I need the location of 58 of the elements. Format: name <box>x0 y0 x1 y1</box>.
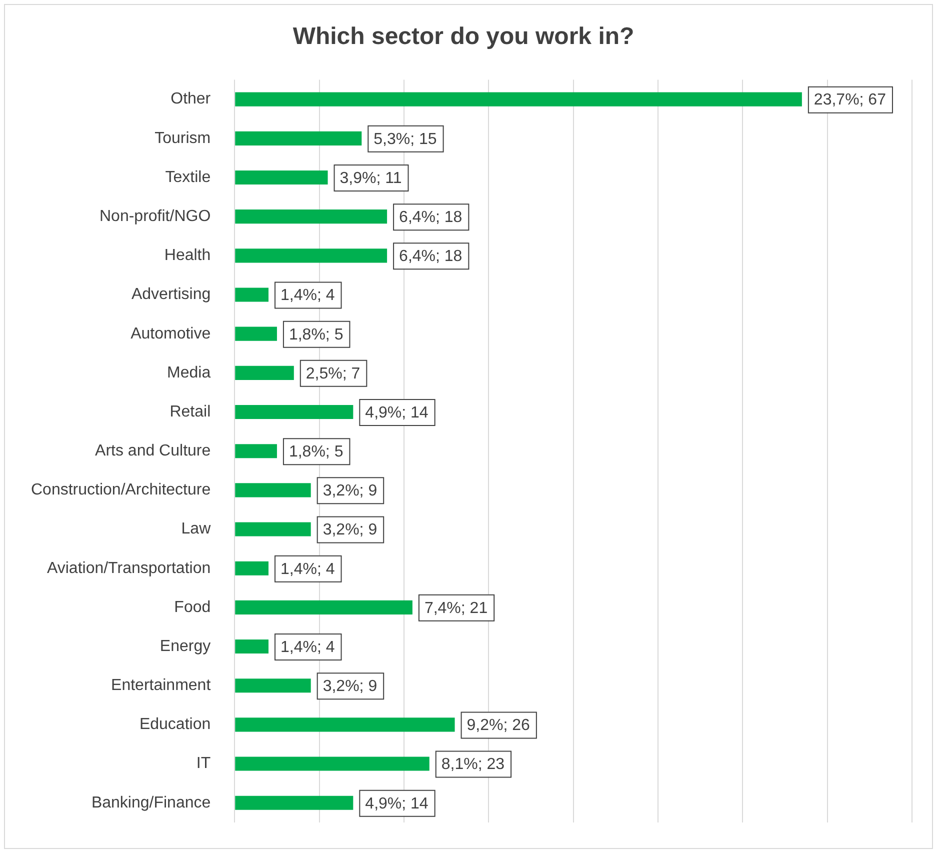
bar <box>235 522 311 536</box>
bar <box>235 210 388 224</box>
data-label: 6,4%; 18 <box>399 209 462 226</box>
y-tick-label: Tourism <box>154 130 211 147</box>
bar <box>235 561 268 576</box>
y-tick-label: Banking/Finance <box>91 794 211 812</box>
data-label: 1,4%; 4 <box>280 638 335 656</box>
data-label: 6,4%; 18 <box>399 248 462 266</box>
y-tick-label: Food <box>174 598 211 616</box>
data-label: 1,8%; 5 <box>288 326 344 344</box>
bar <box>235 600 412 614</box>
y-tick-label: Non-profit/NGO <box>99 208 211 225</box>
y-tick-label: Energy <box>160 638 211 655</box>
y-tick-label: Health <box>164 247 211 264</box>
y-tick-label: Automotive <box>130 325 211 342</box>
bar <box>235 326 277 341</box>
bar <box>235 639 268 654</box>
data-label: 4,9%; 14 <box>365 795 428 812</box>
y-tick-label: Education <box>139 716 211 734</box>
y-tick-label: Other <box>170 90 212 108</box>
chart-title: Which sector do you work in? <box>292 23 634 50</box>
data-label: 1,4%; 4 <box>280 287 335 304</box>
data-label: 23,7%; 67 <box>814 92 886 109</box>
y-tick-label: Retail <box>170 403 211 420</box>
data-label: 3,2%; 9 <box>322 678 378 696</box>
data-label: 5,3%; 15 <box>374 130 437 148</box>
bar <box>235 404 354 420</box>
data-label: 1,4%; 4 <box>280 560 335 578</box>
y-tick-label: Law <box>181 520 212 538</box>
bar <box>235 170 328 185</box>
y-tick-label: Arts and Culture <box>95 442 211 460</box>
data-label: 1,8%; 5 <box>288 444 344 461</box>
bar <box>235 796 354 810</box>
data-label: 8,1%; 23 <box>441 756 505 774</box>
bar <box>235 718 455 732</box>
bar <box>235 248 388 263</box>
bar <box>235 366 294 380</box>
y-tick-label: Entertainment <box>111 677 212 694</box>
bar <box>235 92 802 106</box>
y-tick-label: Construction/Architecture <box>30 482 211 499</box>
bar <box>235 678 311 693</box>
data-label: 4,9%; 14 <box>365 404 428 422</box>
data-label: 7,4%; 21 <box>424 600 488 617</box>
bar <box>235 288 268 302</box>
data-label: 3,9%; 11 <box>340 170 402 187</box>
data-label: 2,5%; 7 <box>306 365 360 382</box>
data-label: 3,2%; 9 <box>322 522 378 539</box>
y-tick-label: Media <box>167 364 211 382</box>
bar <box>235 131 362 146</box>
bar <box>235 756 430 771</box>
bar <box>235 483 311 498</box>
bar <box>235 444 277 458</box>
y-tick-label: IT <box>196 755 211 772</box>
y-tick-label: Advertising <box>131 286 211 304</box>
y-tick-label: Aviation/Transportation <box>46 560 211 577</box>
y-tick-label: Textile <box>165 168 211 186</box>
data-label: 9,2%; 26 <box>466 717 530 734</box>
data-label: 3,2%; 9 <box>322 482 378 500</box>
